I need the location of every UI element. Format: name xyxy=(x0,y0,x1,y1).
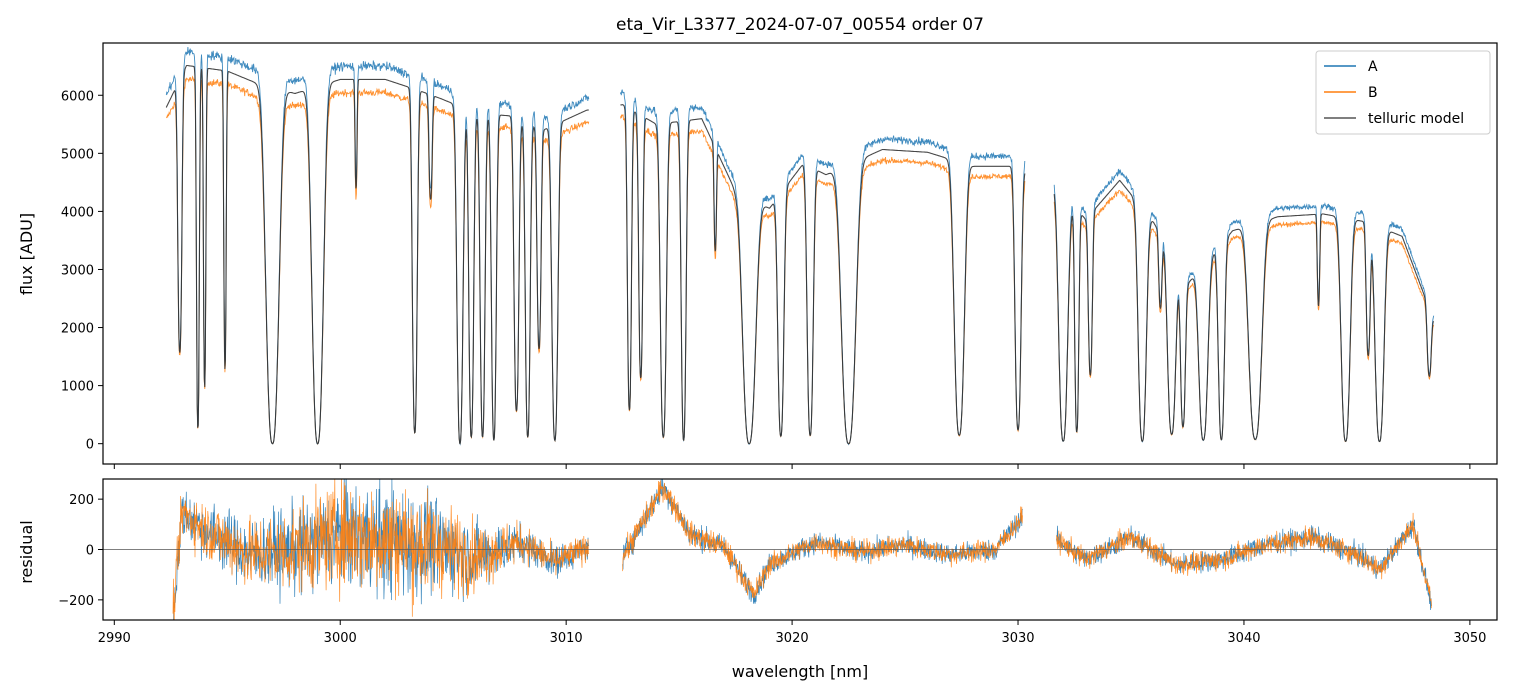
residual-series-group xyxy=(172,479,1432,620)
flux-series-b xyxy=(165,75,1435,446)
flux-x-ticks xyxy=(113,464,1471,469)
residual-x-tick-label-4: 3030 xyxy=(1001,631,1034,646)
flux-panel-frame xyxy=(102,42,1498,465)
residual-x-tick-label-5: 3040 xyxy=(1227,631,1260,646)
flux-y-tick-label-4: 4000 xyxy=(61,205,94,220)
flux-y-tick-label-3: 3000 xyxy=(61,263,94,278)
x-axis-label: wavelength [nm] xyxy=(732,662,869,681)
residual-y-ticks: −200 0 200 xyxy=(58,493,103,609)
residual-y-tick-label-0: −200 xyxy=(58,594,94,609)
residual-x-ticks: 2990 3000 3010 3020 3030 3040 3050 xyxy=(98,620,1486,646)
chart-title: eta_Vir_L3377_2024-07-07_00554 order 07 xyxy=(616,15,984,35)
residual-x-tick-label-2: 3010 xyxy=(550,631,583,646)
residual-series-b xyxy=(172,479,1432,620)
legend-label-telluric: telluric model xyxy=(1368,111,1464,127)
legend-label-b: B xyxy=(1368,85,1378,101)
residual-panel: 2990 3000 3010 3020 3030 3040 3050 −200 0 200 re… xyxy=(17,478,1498,681)
flux-series-telluric-model xyxy=(165,64,1435,445)
flux-y-tick-label-6: 6000 xyxy=(61,89,94,104)
flux-y-label: flux [ADU] xyxy=(17,213,36,295)
flux-y-tick-label-5: 5000 xyxy=(61,147,94,162)
residual-y-label: residual xyxy=(17,520,36,583)
residual-x-tick-label-1: 3000 xyxy=(324,631,357,646)
residual-y-tick-label-2: 200 xyxy=(69,493,94,508)
flux-y-tick-label-1: 1000 xyxy=(61,380,94,395)
flux-y-tick-label-2: 2000 xyxy=(61,322,94,337)
flux-y-tick-label-0: 0 xyxy=(86,438,94,453)
flux-y-ticks: 0 1000 2000 3000 4000 5000 6000 xyxy=(61,89,103,453)
residual-y-tick-label-1: 0 xyxy=(86,544,94,559)
flux-series-group xyxy=(165,46,1435,446)
legend-label-a: A xyxy=(1368,59,1378,75)
residual-x-tick-label-0: 2990 xyxy=(98,631,131,646)
residual-x-tick-label-3: 3020 xyxy=(776,631,809,646)
legend-box xyxy=(1315,50,1491,135)
legend: A B telluric model xyxy=(1315,50,1491,135)
flux-panel: 0 1000 2000 3000 4000 5000 6000 flux [ADU] A B… xyxy=(17,42,1498,469)
residual-x-tick-label-6: 3050 xyxy=(1453,631,1486,646)
